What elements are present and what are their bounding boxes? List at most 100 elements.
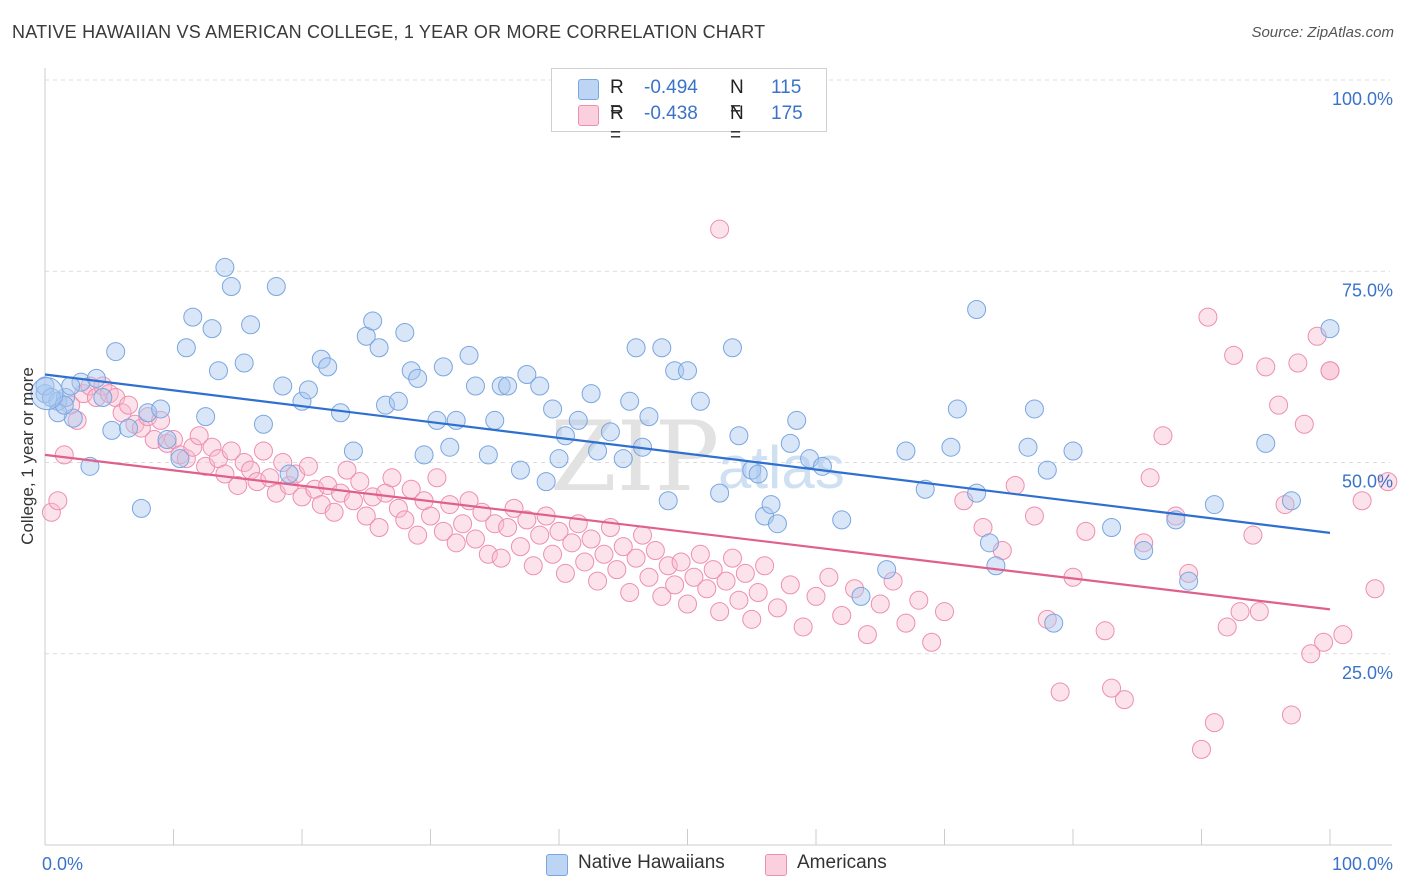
bottom-legend-label: Native Hawaiians [578,852,725,873]
american-point [1224,345,1244,365]
x-tick-label-min: 0.0% [42,854,83,874]
american-point [234,453,254,472]
native-hawaiian-point [376,395,396,415]
native-hawaiian-point [318,357,338,377]
native-hawaiian-point [343,441,363,461]
native-hawaiian-point [812,456,832,476]
native-hawaiian-point [433,357,453,377]
native-hawaiian-point [1281,491,1301,511]
american-point [671,552,691,572]
american-point [1301,644,1321,664]
american-point [633,525,653,545]
american-point [684,567,704,587]
y-tick-label: 100.0% [1332,89,1393,109]
american-point [54,445,74,465]
american-point [883,571,903,591]
native-hawaiian-point [620,391,640,411]
native-hawaiian-point [221,277,241,297]
american-point [543,544,563,564]
legend-n-value: 175 [771,103,803,124]
native-hawaiian-point [408,368,428,388]
american-point [1204,713,1224,733]
american-point [1076,521,1096,541]
american-point [491,548,511,568]
native-hawaiian-point [465,376,485,396]
american-point [1269,395,1289,415]
american-point [298,456,318,476]
native-hawaiian-point [780,433,800,453]
legend-swatch-pink [578,105,599,126]
american-point [517,510,537,530]
american-point [369,518,389,538]
american-point [189,426,209,446]
native-hawaiian-point [979,533,999,553]
american-point [722,548,742,568]
american-point [1005,475,1025,495]
american-point [870,594,890,614]
native-hawaiian-point [851,586,871,606]
native-hawaiian-point [183,307,203,327]
american-point [1288,353,1308,373]
native-hawaiian-trend-line [44,373,1331,534]
native-hawaiian-point [138,403,158,423]
native-hawaiian-point [478,445,498,465]
legend-r-label: R = [610,77,624,120]
american-point [742,609,762,629]
american-point [658,556,678,576]
american-point [356,506,376,526]
american-point [639,567,659,587]
native-hawaiian-point [395,322,415,342]
native-hawaiian-point [202,319,222,339]
native-hawaiian-point [877,560,897,580]
american-point [453,514,473,534]
native-hawaiian-point [54,395,74,415]
american-point [324,502,344,522]
native-hawaiian-point [176,338,196,358]
native-hawaiian-point [266,277,286,297]
native-hawaiian-point [967,483,987,503]
american-point [388,498,408,518]
legend-n-value: 115 [771,77,802,98]
native-hawaiian-point [722,338,742,358]
native-hawaiian-point [555,426,575,446]
native-hawaiian-point [613,449,633,469]
native-hawaiian-point [568,410,588,430]
american-point [1095,621,1115,641]
american-point [1192,739,1211,759]
american-point [748,583,768,603]
native-hawaiian-point [1179,571,1199,591]
american-point [1378,472,1398,492]
american-point [626,548,646,568]
y-axis-label: College, 1 year or more [18,367,37,545]
native-hawaiian-point [279,464,299,484]
american-point [935,602,954,622]
american-point [1249,602,1269,622]
native-hawaiian-point [967,300,987,319]
american-point [755,556,775,576]
native-hawaiian-point [157,430,177,450]
american-point [896,613,916,633]
american-point [337,460,357,480]
american-point [588,571,608,591]
native-hawaiian-point [941,437,961,457]
native-hawaiian-point [401,361,421,381]
native-hawaiian-point [485,410,505,430]
native-hawaiian-point [253,414,273,434]
native-hawaiian-point [298,380,318,400]
american-point [530,525,550,545]
american-point [832,606,852,625]
native-hawaiian-point [86,368,106,388]
native-hawaiian-point [761,495,781,515]
native-hawaiian-cluster-point [30,377,64,411]
american-point [581,529,601,549]
american-point [202,437,222,457]
native-hawaiian-point [536,472,556,492]
american-point [909,590,929,610]
native-hawaiian-point [600,422,620,442]
native-hawaiian-point [498,376,518,396]
american-point [549,521,569,541]
native-hawaiian-point [986,556,1006,576]
native-hawaiian-point [363,311,383,331]
american-point [1134,533,1154,553]
american-point [922,632,942,652]
